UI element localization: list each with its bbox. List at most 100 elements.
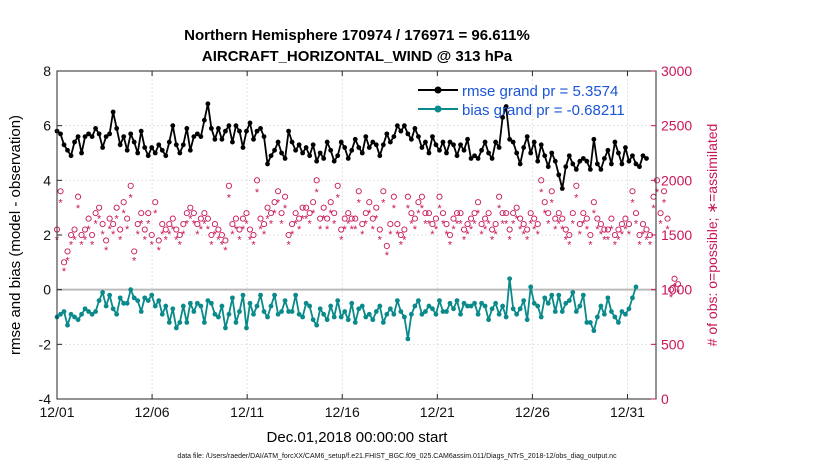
obs-possible-point (106, 215, 113, 222)
rmse-point (61, 142, 67, 148)
bias-point (531, 300, 537, 306)
bias-point (272, 292, 277, 298)
x-tick-label: 12/26 (515, 404, 550, 420)
obs-possible-point (373, 204, 380, 211)
obs-possible-point (538, 177, 545, 184)
rmse-point (233, 123, 239, 129)
bias-point (489, 306, 495, 312)
rmse-point (538, 142, 544, 148)
rmse-point (96, 131, 102, 137)
obs-possible-point (545, 210, 552, 217)
obs-possible-point (113, 204, 120, 211)
obs-assimilated-point: * (515, 213, 520, 225)
obs-possible-point (152, 199, 159, 206)
rmse-point (72, 139, 77, 145)
bias-point (177, 320, 183, 325)
bias-point (535, 303, 541, 309)
obs-assimilated-point: * (399, 240, 404, 252)
rmse-point (317, 150, 323, 156)
rmse-point (556, 172, 562, 178)
bias-point (398, 309, 404, 314)
rmse-point (226, 123, 232, 129)
bias-point (314, 322, 320, 328)
obs-possible-point (260, 221, 268, 228)
rmse-point (240, 145, 246, 150)
rmse-point (552, 158, 558, 164)
rmse-point (201, 117, 207, 123)
obs-possible-point (183, 210, 190, 217)
rmse-point (517, 161, 523, 167)
obs-assimilated-point: * (153, 208, 158, 220)
rmse-point (461, 147, 467, 153)
obs-assimilated-point: * (441, 219, 446, 231)
obs-assimilated-point: * (69, 240, 74, 252)
obs-possible-point (159, 221, 166, 228)
rmse-point (416, 134, 421, 140)
bias-point (233, 320, 239, 325)
bias-point (103, 303, 109, 309)
bias-point (275, 311, 281, 317)
obs-assimilated-point: * (255, 187, 260, 199)
right-tick-label: 0 (661, 391, 669, 407)
rmse-point (387, 139, 393, 145)
obs-assimilated-point: * (588, 240, 593, 252)
obs-possible-point (239, 215, 247, 222)
rmse-point (535, 158, 541, 164)
bias-point (559, 309, 565, 314)
bias-point (521, 298, 527, 303)
rmse-point (426, 150, 432, 156)
rmse-point (566, 153, 572, 159)
obs-possible-point (496, 193, 503, 200)
obs-assimilated-point: * (458, 219, 463, 231)
rmse-point (272, 147, 277, 153)
rmse-point (619, 161, 625, 167)
obs-possible-point (453, 210, 461, 217)
rmse-point (100, 145, 106, 150)
obs-assimilated-point: * (146, 219, 151, 231)
bias-point (289, 309, 295, 314)
obs-assimilated-point: * (676, 287, 681, 299)
rmse-point (623, 145, 628, 150)
rmse-point (430, 134, 435, 140)
rmse-point (170, 123, 176, 129)
obs-possible-point (197, 215, 204, 222)
rmse-point (356, 145, 362, 150)
bias-point (363, 314, 369, 320)
rmse-point (479, 147, 484, 153)
obs-possible-point (615, 226, 622, 233)
rmse-point (559, 186, 565, 191)
obs-possible-point (166, 221, 173, 228)
obs-assimilated-point: * (462, 234, 467, 246)
obs-assimilated-point: * (307, 219, 312, 231)
obs-possible-point (117, 226, 124, 233)
bias-point (430, 306, 435, 312)
obs-possible-point (457, 210, 464, 217)
obs-possible-point (541, 199, 548, 206)
bias-series (54, 276, 639, 342)
rmse-point (352, 136, 358, 142)
bias-point (335, 298, 341, 303)
bias-point (110, 306, 116, 312)
obs-assimilated-point: * (406, 203, 411, 215)
obs-possible-point (253, 177, 261, 184)
obs-assimilated-point: * (125, 224, 130, 236)
bias-point (240, 292, 246, 298)
obs-possible-point (71, 226, 78, 233)
bias-point (121, 300, 127, 306)
bias-point (65, 322, 70, 328)
obs-assimilated-point: * (90, 240, 95, 252)
obs-possible-point (267, 210, 275, 217)
obs-assimilated-point: * (199, 224, 204, 236)
rmse-point (152, 150, 158, 156)
obs-assimilated-point: * (669, 292, 674, 304)
x-tick-label: 12/11 (230, 404, 264, 420)
obs-possible-point (485, 210, 492, 217)
obs-assimilated-point: * (230, 229, 235, 241)
obs-assimilated-point: * (564, 234, 569, 246)
obs-assimilated-point: * (300, 213, 305, 225)
obs-assimilated-point: * (258, 224, 263, 236)
bias-point (507, 276, 513, 282)
bias-point (356, 306, 362, 312)
rmse-point (570, 161, 576, 167)
obs-assimilated-point: * (318, 224, 323, 236)
